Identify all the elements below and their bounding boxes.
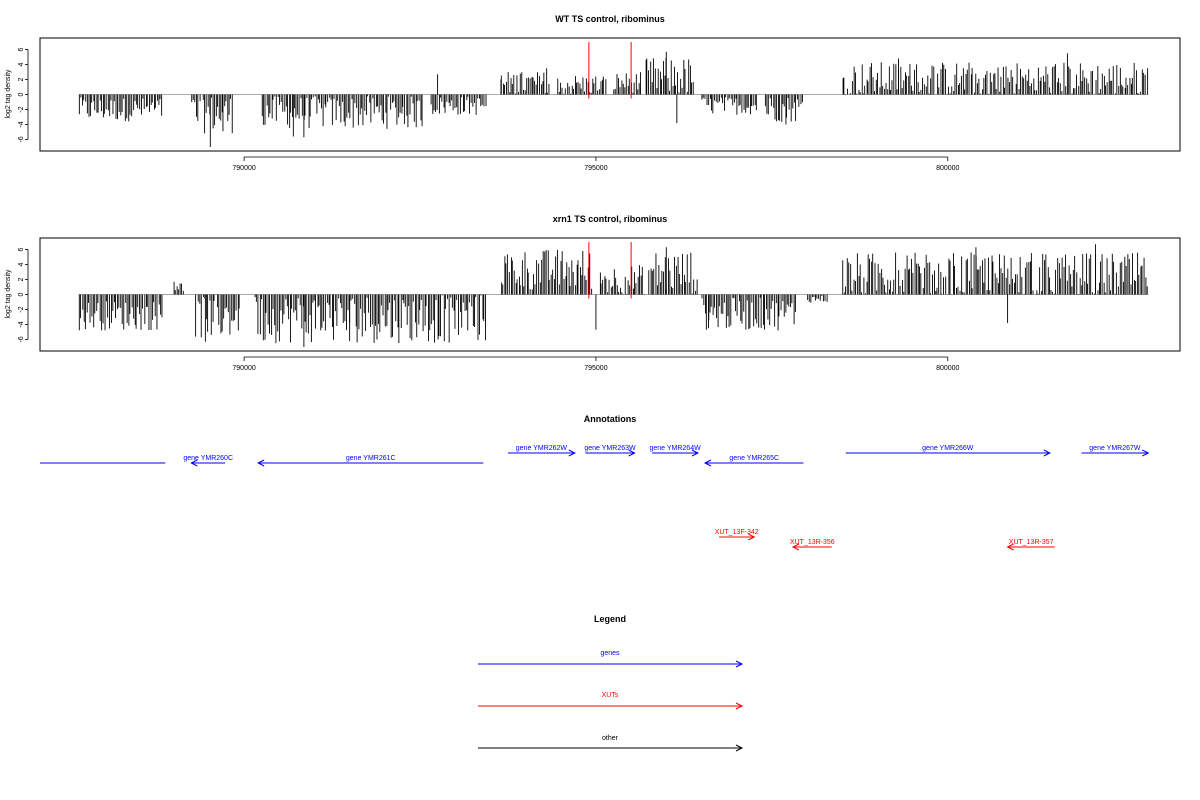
bar-layer: [78, 42, 1149, 147]
legend-xuts: XUTs: [478, 692, 744, 710]
y-tick-label: 4: [18, 262, 25, 266]
x-axis: 790000 795000 800000: [232, 156, 960, 172]
y-tick-label: 6: [18, 247, 25, 251]
y-axis-label: log2 tag density: [5, 269, 12, 319]
feature-arrowhead: [1142, 449, 1150, 457]
feature-arrowhead: [748, 533, 756, 541]
plot-frame: [39, 237, 1181, 352]
xut-annotations: XUT_13F-342 XUT_13R-356 XUT_13R-357: [715, 529, 1055, 551]
feature-arrowhead: [568, 449, 576, 457]
xut-arrow: XUT_13F-342: [715, 529, 759, 541]
y-tick-label: -6: [18, 136, 25, 142]
x-tick-label: 795000: [584, 365, 607, 372]
feature-arrowhead: [628, 449, 636, 457]
gene-arrow: gene YMR263W: [584, 445, 636, 457]
gene-arrow: gene YMR261C: [257, 455, 484, 467]
legend-arrowhead: [735, 702, 744, 710]
gene-arrow: gene YMR267W: [1081, 445, 1150, 457]
feature-arrowhead: [691, 449, 700, 457]
y-tick-label: 0: [18, 92, 25, 96]
feature-label: gene YMR267W: [1089, 445, 1141, 452]
bar-layer: [78, 242, 1149, 347]
feature-arrowhead: [1043, 449, 1051, 457]
x-axis: 790000 795000 800000: [232, 356, 960, 372]
gene-annotations: gene YMR260C gene YMR261C gene YMR262W gene…: [40, 445, 1150, 467]
x-tick-label: 800000: [936, 165, 959, 172]
legend-genes: genes: [478, 650, 744, 668]
gene-arrow: gene YMR266W: [845, 445, 1051, 457]
feature-arrowhead: [1006, 543, 1014, 551]
panel-title: xrn1 TS control, ribominus: [553, 214, 668, 224]
feature-label: gene YMR263W: [584, 445, 636, 452]
feature-label: XUT_13R-356: [790, 539, 835, 546]
y-tick-label: 4: [18, 62, 25, 66]
feature-arrowhead: [791, 543, 800, 551]
x-tick-label: 800000: [936, 365, 959, 372]
legend-other: other: [478, 735, 744, 752]
gene-arrow: gene YMR262W: [507, 445, 576, 457]
gene-arrow: gene YMR260C: [183, 455, 233, 467]
legend-arrowhead: [735, 660, 744, 668]
y-tick-label: 2: [18, 77, 25, 81]
y-tick-label: -2: [18, 306, 25, 312]
wt-density-panel: WT TS control, ribominus log2 tag densit…: [5, 14, 1181, 172]
y-axis-label: log2 tag density: [5, 69, 12, 119]
feature-label: gene YMR266W: [922, 445, 974, 452]
feature-label: XUT_13R-357: [1009, 539, 1054, 546]
plot-frame: [39, 37, 1181, 152]
feature-label: gene YMR264W: [649, 445, 701, 452]
y-tick-label: 0: [18, 292, 25, 296]
feature-label: XUT_13F-342: [715, 529, 759, 536]
x-tick-label: 790000: [232, 165, 255, 172]
feature-label: gene YMR261C: [346, 455, 396, 462]
x-tick-label: 795000: [584, 165, 607, 172]
feature-label: gene YMR265C: [729, 455, 779, 462]
legend-label: XUTs: [602, 692, 619, 699]
legend-arrowhead: [735, 744, 744, 752]
panel-title: WT TS control, ribominus: [555, 14, 665, 24]
xrn1-density-panel: xrn1 TS control, ribominus log2 tag dens…: [5, 214, 1181, 372]
legend-title: Legend: [594, 614, 626, 624]
feature-arrowhead: [257, 459, 265, 467]
y-tick-label: -6: [18, 336, 25, 342]
y-axis: -6 -4 -2 0 2 4 6: [18, 47, 29, 143]
xut-arrow: XUT_13R-357: [1006, 539, 1055, 551]
feature-arrowhead: [703, 459, 712, 467]
y-tick-label: -4: [18, 121, 25, 127]
legend-label: other: [602, 735, 619, 742]
gene-arrow: gene YMR265C: [703, 455, 804, 467]
feature-arrowhead: [190, 459, 198, 467]
gene-arrow: gene YMR264W: [649, 445, 701, 457]
annotations-title: Annotations: [584, 414, 637, 424]
y-tick-label: 2: [18, 277, 25, 281]
y-axis: -6 -4 -2 0 2 4 6: [18, 247, 29, 343]
y-tick-label: 6: [18, 47, 25, 51]
x-tick-label: 790000: [232, 365, 255, 372]
feature-label: gene YMR262W: [516, 445, 568, 452]
y-tick-label: -2: [18, 106, 25, 112]
xut-arrow: XUT_13R-356: [790, 539, 835, 551]
legend-label: genes: [600, 650, 620, 657]
feature-label: gene YMR260C: [183, 455, 233, 462]
y-tick-label: -4: [18, 321, 25, 327]
